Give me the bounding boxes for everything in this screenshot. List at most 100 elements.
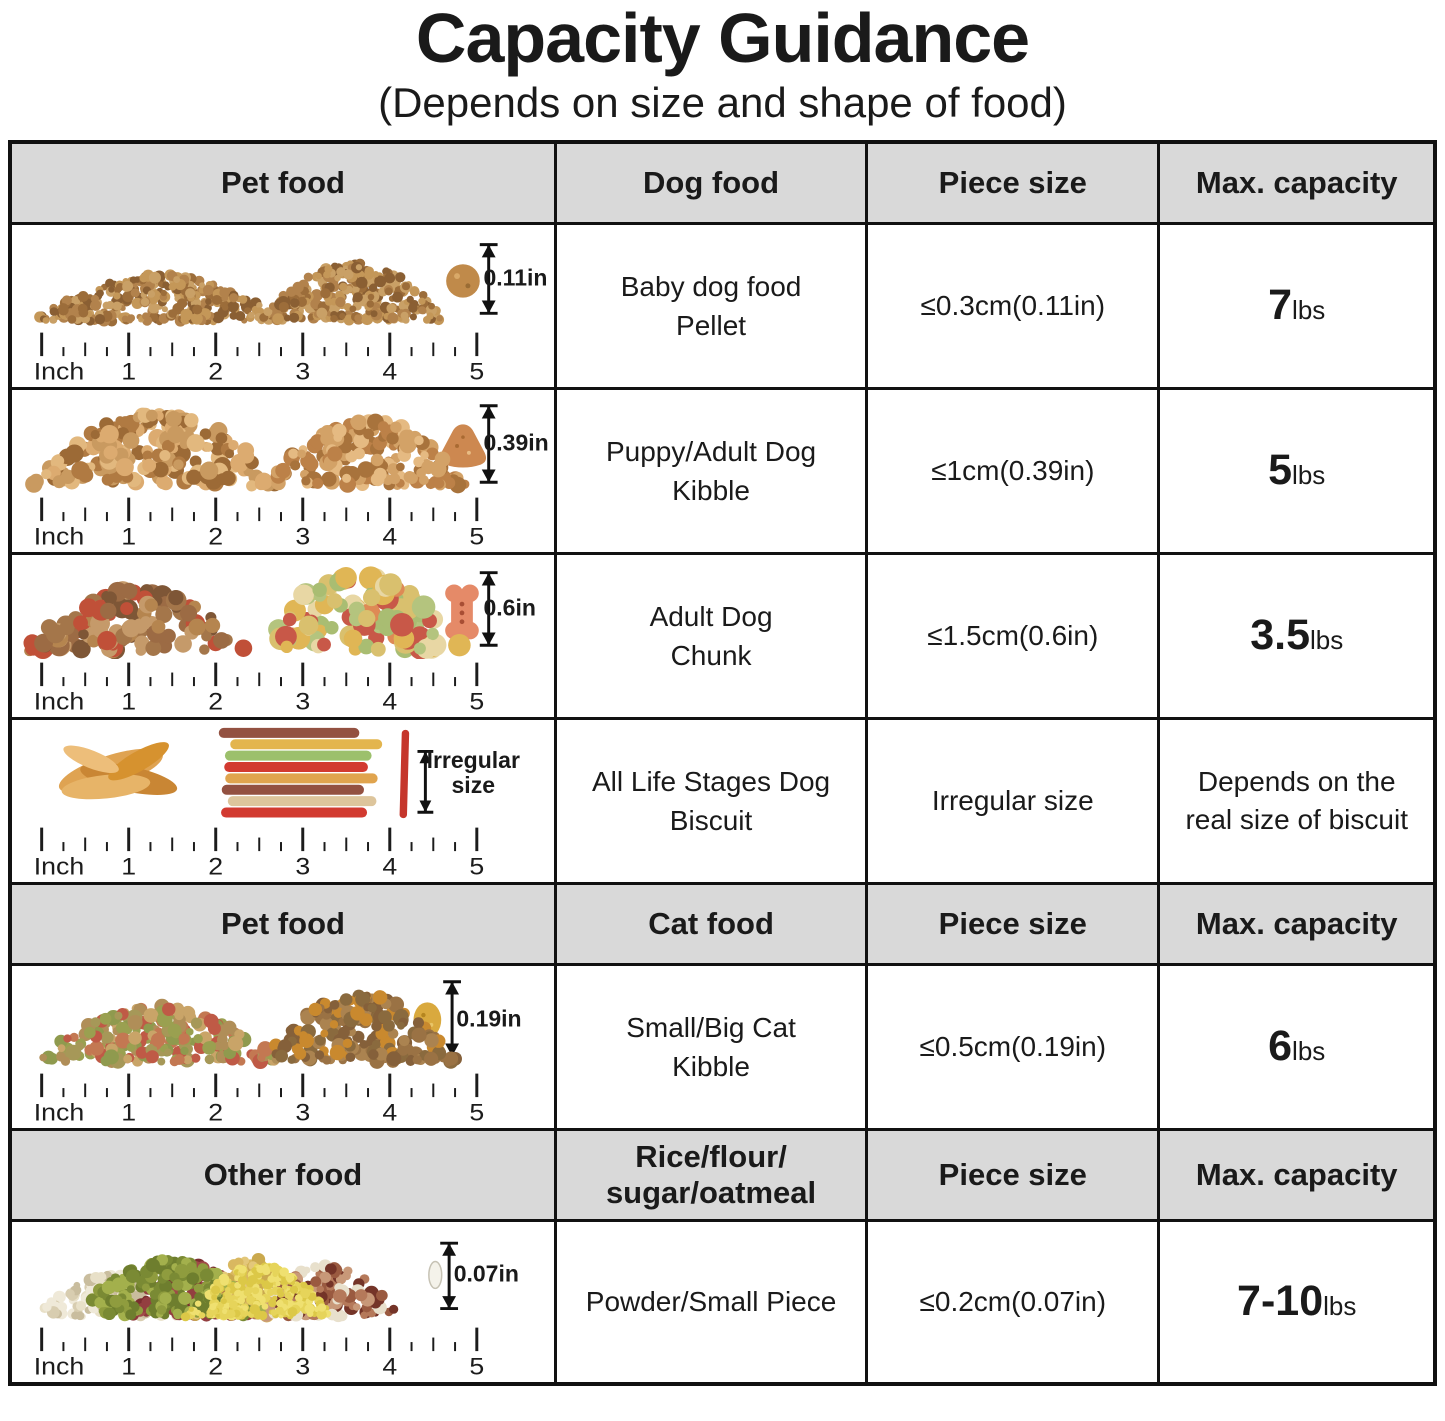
dimension-line-icon (440, 1241, 459, 1310)
kibble-visual: 0.39in (12, 392, 554, 494)
svg-text:3: 3 (295, 853, 310, 879)
max-capacity-cell: 5lbs (1160, 390, 1433, 552)
grains-photo-cell: 0.07in Inch 1 2 3 4 5 (12, 1221, 557, 1382)
svg-text:Inch: Inch (34, 1099, 84, 1125)
food-name: Powder/Small Piece (557, 1221, 869, 1382)
svg-text:5: 5 (469, 358, 484, 384)
svg-text:3: 3 (295, 688, 310, 714)
svg-text:5: 5 (469, 853, 484, 879)
piece-size-value: ≤0.5cm(0.19in) (868, 965, 1161, 1128)
header-piece-size: Piece size (868, 143, 1161, 222)
svg-text:4: 4 (382, 1099, 397, 1125)
size-indicator-label: 0.07in (453, 1260, 519, 1287)
header-pet-food: Pet food (12, 143, 557, 222)
row-puppy-adult-kibble: 0.39in Inch 1 2 3 4 5 Puppy/Adult Dog Kibble … (12, 389, 1433, 555)
size-indicator-label: 0.6in (483, 594, 536, 621)
food-name: All Life Stages Dog Biscuit (557, 719, 869, 882)
single-kibble-icon (439, 424, 487, 468)
capacity-unit: lbs (1323, 1291, 1357, 1322)
header-pet-food: Pet food (12, 884, 557, 963)
grains-visual: 0.07in (12, 1224, 554, 1324)
svg-text:Inch: Inch (34, 523, 84, 549)
header-piece-size: Piece size (868, 884, 1161, 963)
food-name: Adult Dog Chunk (557, 554, 869, 717)
cat-kibble-photo-cell: 0.19in Inch 1 2 3 4 5 (12, 965, 557, 1128)
cat-kibble-piles-icon (39, 979, 462, 1069)
size-indicator-label: 0.19in (456, 1005, 522, 1032)
svg-text:3: 3 (295, 1099, 310, 1125)
other-food-header-row: Other food Rice/flour/ sugar/oatmeal Pie… (12, 1130, 1433, 1222)
svg-text:2: 2 (208, 358, 223, 384)
chunk-piles-icon (23, 566, 498, 659)
dimension-line-icon (417, 749, 434, 814)
single-pellet-icon (446, 263, 480, 298)
inch-ruler-icon: Inch 1 2 3 4 5 (34, 497, 484, 550)
chew-sticks-stack-icon (218, 727, 383, 818)
header-other-food: Other food (12, 1130, 557, 1219)
page-subtitle: (Depends on size and shape of food) (378, 78, 1067, 126)
header-piece-size: Piece size (868, 1130, 1161, 1219)
biscuit-visual: lrregular size (12, 722, 554, 824)
svg-text:Inch: Inch (34, 1353, 84, 1379)
size-indicator-label: 0.39in (483, 429, 549, 456)
chunk-visual: 0.6in (12, 557, 554, 659)
kibble-piles-icon (25, 403, 498, 494)
food-name: Small/Big Cat Kibble (557, 965, 869, 1128)
capacity-table: Pet food Dog food Piece size Max. capaci… (8, 139, 1437, 1386)
svg-text:4: 4 (382, 853, 397, 879)
row-cat-kibble: 0.19in Inch 1 2 3 4 5 Small/Big Cat Kibble ≤0… (12, 965, 1433, 1131)
max-capacity-cell: Depends on the real size of biscuit (1160, 720, 1433, 882)
bone-biscuit-icon (445, 584, 479, 640)
piece-size-value: ≤0.3cm(0.11in) (868, 224, 1161, 387)
cat-header-row: Pet food Cat food Piece size Max. capaci… (12, 884, 1433, 966)
svg-text:Inch: Inch (34, 688, 84, 714)
svg-text:1: 1 (121, 1099, 136, 1125)
dimension-line-icon (479, 570, 498, 647)
pellet-photo-cell: 0.11in Inch 1 2 3 4 5 (12, 224, 557, 387)
page-title: Capacity Guidance (415, 0, 1030, 77)
max-capacity-cell: 7lbs (1160, 225, 1433, 387)
capacity-note: Depends on the real size of biscuit (1185, 765, 1408, 835)
food-name: Puppy/Adult Dog Kibble (557, 389, 869, 552)
chunk-photo-cell: 0.6in Inch 1 2 3 4 5 (12, 554, 557, 717)
capacity-value: 7 (1268, 281, 1293, 330)
capacity-unit: lbs (1292, 460, 1326, 491)
header-dog-food: Dog food (557, 143, 869, 222)
svg-text:5: 5 (469, 1353, 484, 1379)
single-stick-icon (399, 729, 410, 818)
header-max-capacity: Max. capacity (1195, 905, 1398, 941)
dog-header-row: Pet food Dog food Piece size Max. capaci… (12, 143, 1433, 225)
svg-text:2: 2 (208, 1353, 223, 1379)
svg-text:2: 2 (208, 1099, 223, 1125)
grain-piles-icon (39, 1241, 459, 1323)
size-indicator-label: lrregular size (426, 746, 520, 798)
dimension-line-icon (443, 979, 461, 1058)
svg-text:Inch: Inch (34, 853, 84, 879)
pellet-visual: 0.11in (12, 227, 554, 329)
size-indicator-label: 0.11in (483, 264, 548, 291)
header-max-capacity: Max. capacity (1195, 164, 1398, 200)
svg-text:1: 1 (121, 523, 136, 549)
svg-text:3: 3 (295, 358, 310, 384)
piece-size-value: ≤1cm(0.39in) (868, 389, 1161, 552)
svg-text:5: 5 (469, 1099, 484, 1125)
svg-text:4: 4 (382, 1353, 397, 1379)
capacity-value: 5 (1268, 446, 1293, 495)
svg-text:1: 1 (121, 1353, 136, 1379)
row-dog-biscuit: lrregular size Inch 1 2 3 4 5 All Life Stages… (12, 719, 1433, 885)
piece-size-value: ≤1.5cm(0.6in) (868, 554, 1161, 717)
svg-text:1: 1 (121, 688, 136, 714)
svg-text:2: 2 (208, 688, 223, 714)
max-capacity-cell: 7-10lbs (1160, 1222, 1433, 1382)
capacity-unit: lbs (1292, 295, 1326, 326)
rice-grain-icon (428, 1260, 443, 1289)
svg-text:4: 4 (382, 688, 397, 714)
dimension-line-icon (479, 242, 498, 315)
row-adult-dog-chunk: 0.6in Inch 1 2 3 4 5 Adult Dog Chunk ≤1.5cm(0… (12, 554, 1433, 720)
svg-text:4: 4 (382, 358, 397, 384)
capacity-value: 3.5 (1250, 611, 1310, 660)
svg-text:1: 1 (121, 358, 136, 384)
svg-text:5: 5 (469, 688, 484, 714)
biscuit-illustration-icon (58, 727, 434, 818)
header-max-capacity: Max. capacity (1195, 1156, 1398, 1192)
